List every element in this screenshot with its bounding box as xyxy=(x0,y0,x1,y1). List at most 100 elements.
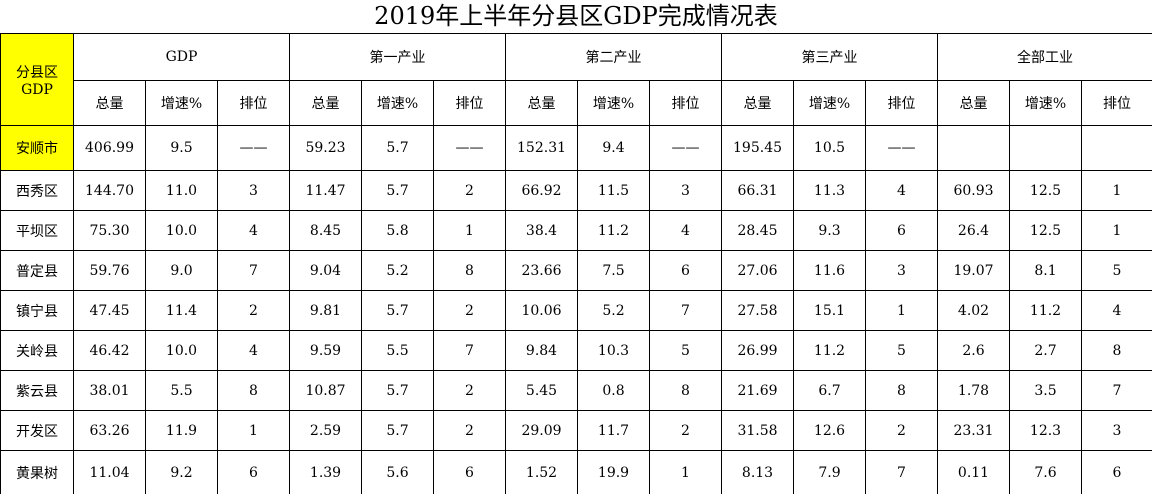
cell: 29.09 xyxy=(505,410,579,451)
cell: 8.1 xyxy=(1009,250,1083,291)
cell: 60.93 xyxy=(937,170,1011,211)
subheader: 排位 xyxy=(865,80,939,126)
cell: 23.31 xyxy=(937,410,1011,451)
cell: 6 xyxy=(216,450,291,494)
cell: 2.6 xyxy=(937,330,1011,371)
cell: 11.5 xyxy=(577,170,651,211)
cell: 10.06 xyxy=(505,290,579,331)
empty-cell xyxy=(1081,125,1152,171)
cell: 4.02 xyxy=(937,290,1011,331)
cell: 9.5 xyxy=(145,125,218,171)
subheader: 总量 xyxy=(937,80,1011,126)
cell: 7 xyxy=(433,330,507,371)
cell: 9.84 xyxy=(505,330,579,371)
subheader: 增速% xyxy=(145,80,218,126)
cell: 27.06 xyxy=(721,250,795,291)
cell: 38.4 xyxy=(505,210,579,251)
subheader: 排位 xyxy=(216,80,291,126)
data-row: 黄果树 11.04 9.2 6 1.39 5.6 6 1.52 19.9 1 8.13 7.9 7 0.1… xyxy=(0,450,1152,494)
cell: 11.4 xyxy=(145,290,218,331)
cell: 6 xyxy=(433,450,507,494)
cell: 8 xyxy=(1081,330,1152,371)
cell: 7.6 xyxy=(1009,450,1083,494)
cell: 6 xyxy=(649,250,723,291)
cell: 5 xyxy=(649,330,723,371)
cell: 152.31 xyxy=(505,125,579,171)
group-header: 全部工业 xyxy=(937,33,1152,81)
row-name: 开发区 xyxy=(0,410,74,451)
cell: 7 xyxy=(649,290,723,331)
cell: 3 xyxy=(649,170,723,211)
cell: —— xyxy=(216,125,291,171)
cell: 4 xyxy=(216,330,291,371)
cell: 2 xyxy=(433,370,507,411)
group-header: GDP xyxy=(72,33,291,81)
subheader: 总量 xyxy=(721,80,795,126)
cell: 195.45 xyxy=(721,125,795,171)
row-name: 平坝区 xyxy=(0,210,74,251)
corner-cell: 分县区 GDP xyxy=(0,33,74,126)
subheader: 总量 xyxy=(73,80,146,126)
cell: 11.2 xyxy=(577,210,651,251)
cell: 10.87 xyxy=(289,370,363,411)
cell: 8 xyxy=(216,370,291,411)
cell: —— xyxy=(865,125,939,171)
row-name: 镇宁县 xyxy=(0,290,74,331)
cell: 8 xyxy=(865,370,939,411)
cell: 5.5 xyxy=(145,370,218,411)
cell: 2.7 xyxy=(1009,330,1083,371)
group-header: 第一产业 xyxy=(289,33,507,81)
cell: 12.5 xyxy=(1009,210,1083,251)
cell: 9.59 xyxy=(289,330,363,371)
cell: 15.1 xyxy=(793,290,867,331)
cell: 2 xyxy=(649,410,723,451)
cell: 11.47 xyxy=(289,170,363,211)
cell: 3 xyxy=(865,250,939,291)
subheader: 增速% xyxy=(361,80,435,126)
corner-label: GDP xyxy=(21,81,53,98)
cell: 5.7 xyxy=(361,410,435,451)
cell: 10.5 xyxy=(793,125,867,171)
cell: 7 xyxy=(1081,370,1152,411)
data-row: 西秀区 144.70 11.0 3 11.47 5.7 2 66.92 11.5 3 66.31 11… xyxy=(0,170,1152,211)
cell: 26.99 xyxy=(721,330,795,371)
cell: 5.8 xyxy=(361,210,435,251)
cell: 38.01 xyxy=(73,370,146,411)
cell: 5.6 xyxy=(361,450,435,494)
cell: 8 xyxy=(433,250,507,291)
cell: 5.7 xyxy=(361,170,435,211)
subheader: 排位 xyxy=(649,80,723,126)
data-row: 开发区 63.26 11.9 1 2.59 5.7 2 29.09 11.7 2 31.58 12.6… xyxy=(0,410,1152,451)
cell: 75.30 xyxy=(73,210,146,251)
subheader: 增速% xyxy=(793,80,867,126)
cell: 11.3 xyxy=(793,170,867,211)
cell: 5.7 xyxy=(361,290,435,331)
corner-label: 分县区 xyxy=(16,64,58,81)
cell: 10.0 xyxy=(145,210,218,251)
cell: 9.04 xyxy=(289,250,363,291)
cell: 9.2 xyxy=(145,450,218,494)
row-name: 安顺市 xyxy=(0,125,74,171)
data-row: 普定县 59.76 9.0 7 9.04 5.2 8 23.66 7.5 6 27.06 11.6 3 1… xyxy=(0,250,1152,291)
cell: 1.39 xyxy=(289,450,363,494)
subheader: 增速% xyxy=(577,80,651,126)
cell: 2.59 xyxy=(289,410,363,451)
row-name: 关岭县 xyxy=(0,330,74,371)
cell: 11.0 xyxy=(145,170,218,211)
row-name: 西秀区 xyxy=(0,170,74,211)
cell: 5.2 xyxy=(361,250,435,291)
cell: 9.3 xyxy=(793,210,867,251)
cell: 2 xyxy=(433,290,507,331)
data-row: 平坝区 75.30 10.0 4 8.45 5.8 1 38.4 11.2 4 28.45 9.3 6 2… xyxy=(0,210,1152,251)
cell: 63.26 xyxy=(73,410,146,451)
cell: 66.31 xyxy=(721,170,795,211)
cell: 3.5 xyxy=(1009,370,1083,411)
data-row: 关岭县 46.42 10.0 4 9.59 5.5 7 9.84 10.3 5 26.99 11.2 5… xyxy=(0,330,1152,371)
cell: 9.81 xyxy=(289,290,363,331)
cell: 2 xyxy=(433,410,507,451)
cell: 5.45 xyxy=(505,370,579,411)
cell: 59.76 xyxy=(73,250,146,291)
cell: 12.6 xyxy=(793,410,867,451)
subheader: 总量 xyxy=(505,80,579,126)
